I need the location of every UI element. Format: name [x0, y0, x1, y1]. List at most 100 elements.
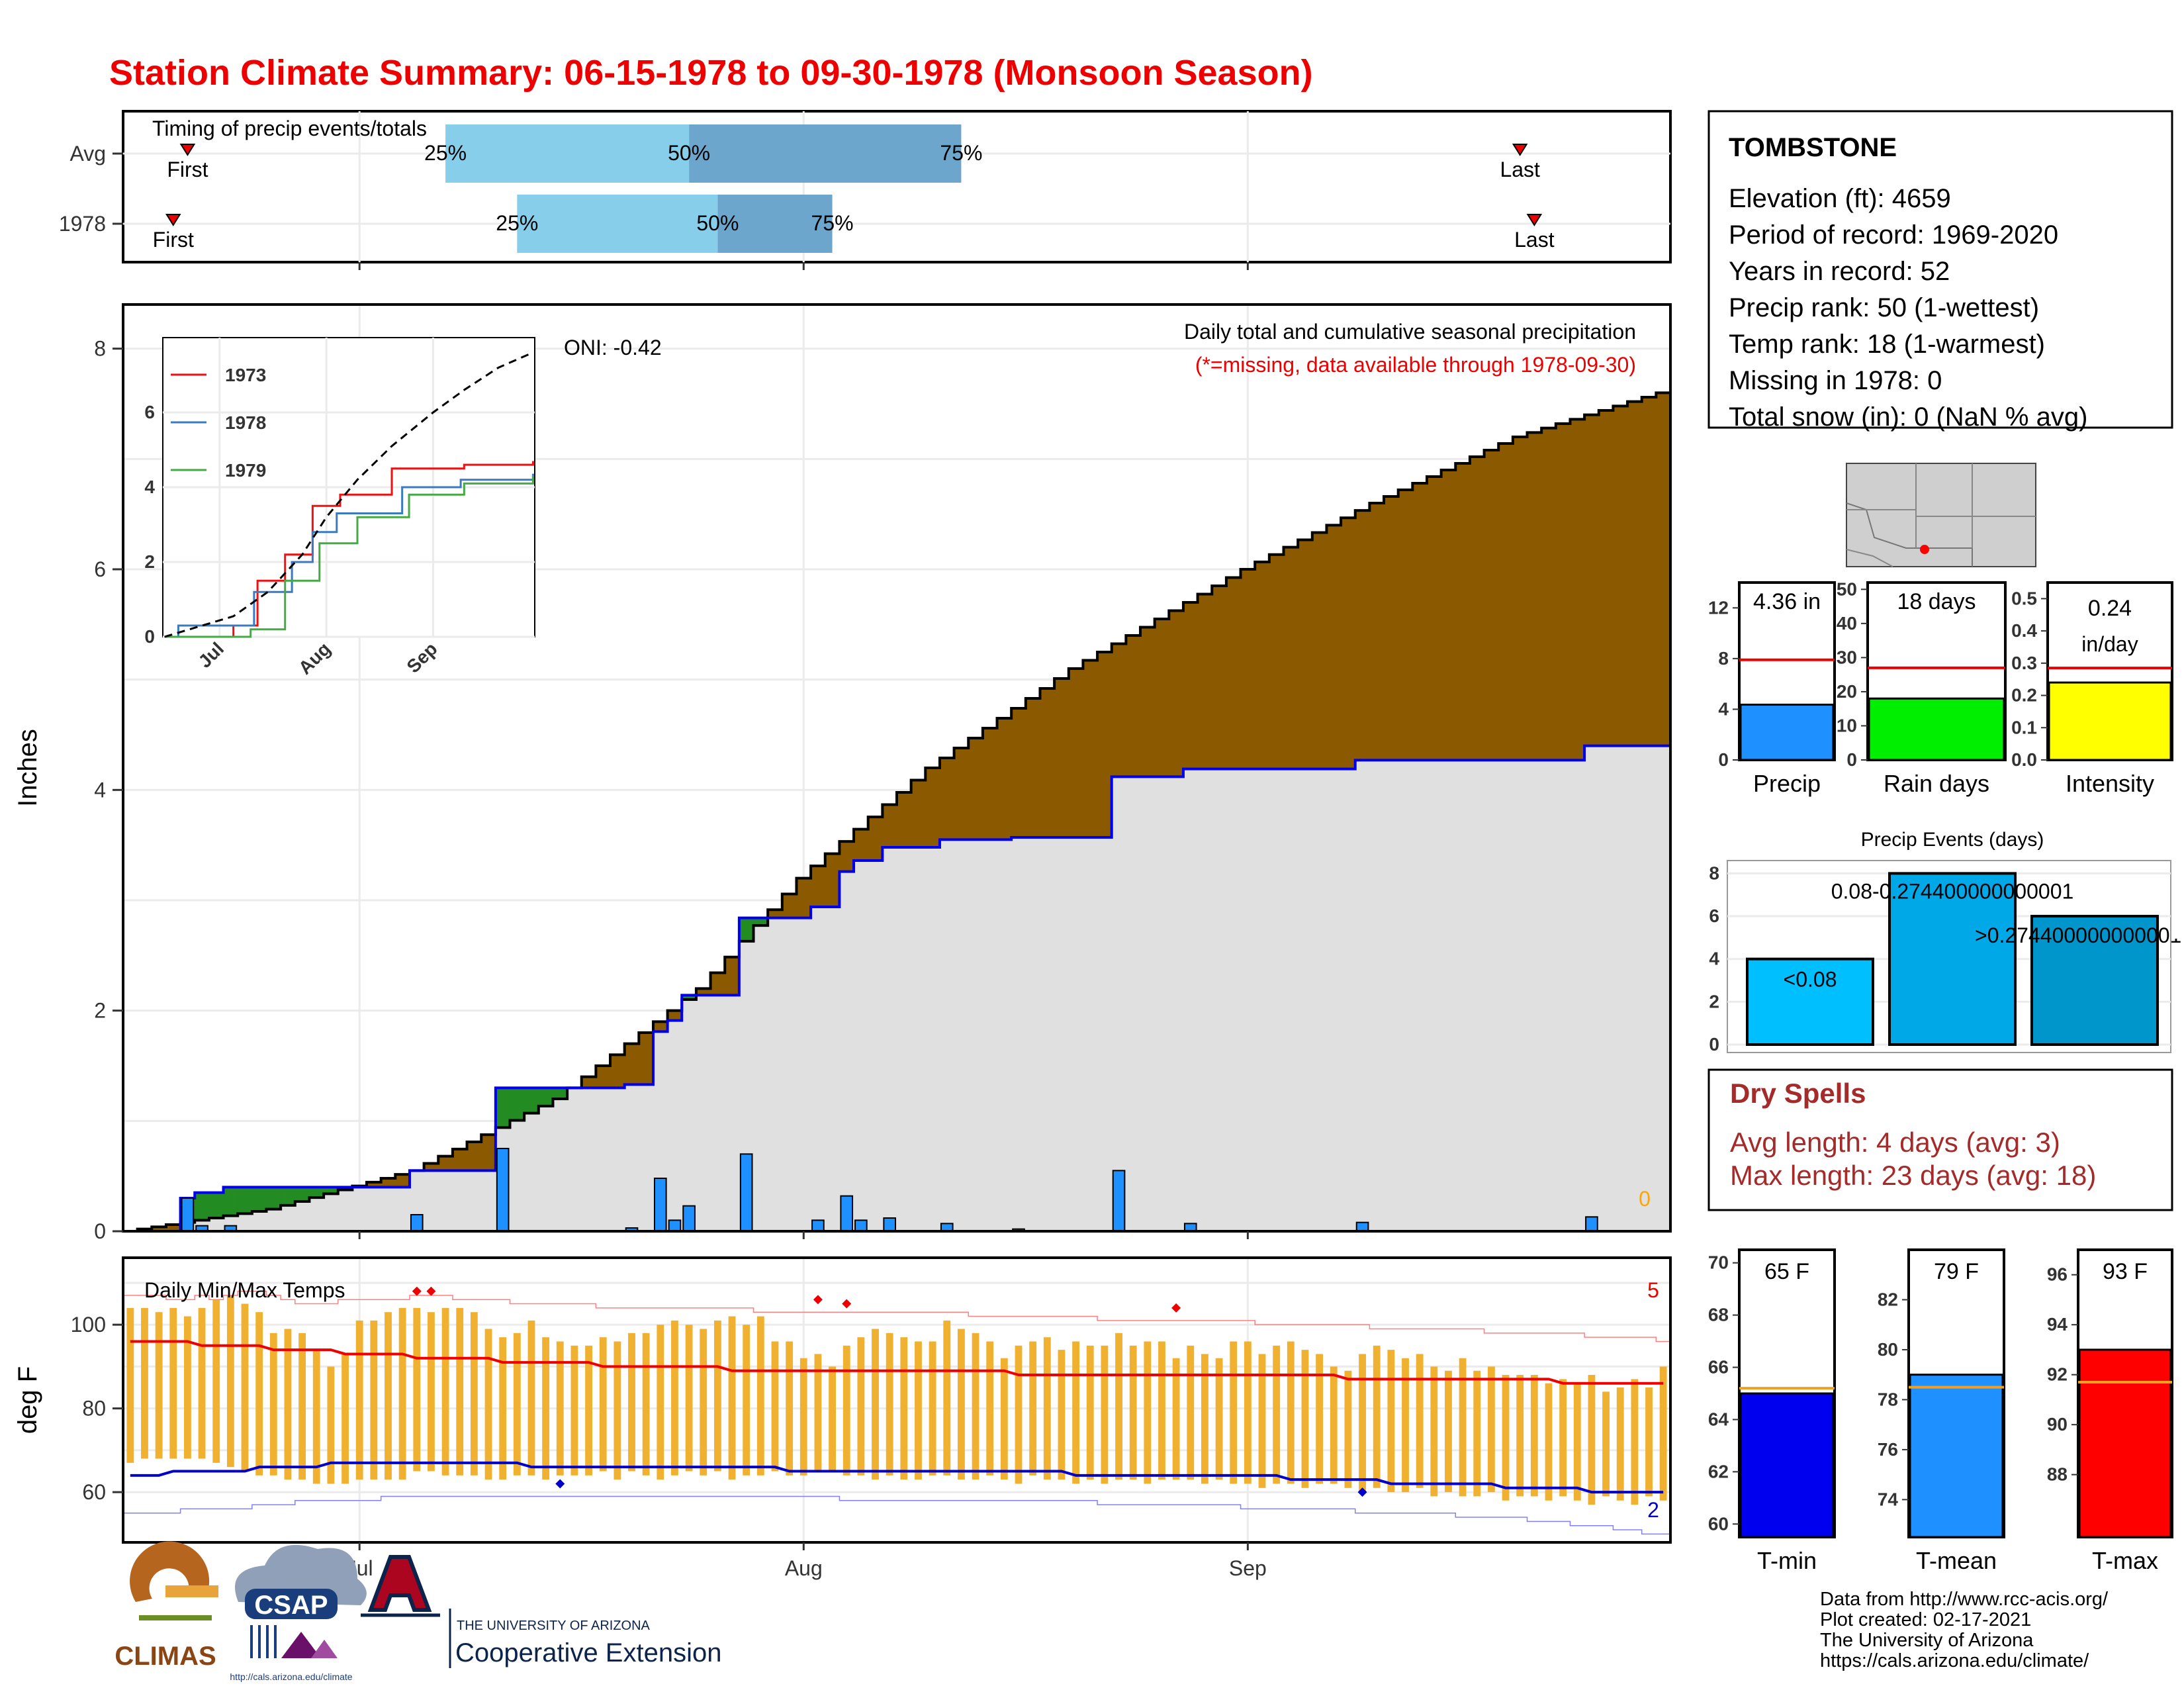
events-tick-label: 2 [1709, 991, 1719, 1011]
precip-events-title: Precip Events (days) [1861, 829, 2044, 851]
month-axis-label: Sep [1229, 1556, 1267, 1580]
above-average-surplus [295, 1187, 310, 1201]
inset-y-tick-label: 6 [144, 402, 155, 422]
temp-bar-tick-label: 70 [1708, 1252, 1729, 1273]
above-average-surplus [739, 917, 754, 941]
daily-precip-bar [811, 1219, 825, 1233]
timing-bar-q50-q75 [689, 124, 962, 183]
mini-bar-rain-days [1868, 697, 2005, 761]
temp-bar-tick-label: 64 [1708, 1409, 1729, 1429]
inset-y-tick-label: 4 [144, 477, 155, 497]
average-min-line [130, 1461, 1664, 1494]
below-average-deficit [1598, 410, 1614, 746]
station-snow: Total snow (in): 0 (NaN % avg) [1729, 402, 2087, 432]
timing-row-label-avg: Avg [69, 142, 106, 165]
daily-temp-range-bar [428, 1312, 435, 1472]
average-max-line [130, 1340, 1664, 1385]
timing-panel-label: Timing of precip events/totals [152, 117, 427, 140]
daily-temp-range-bar [312, 1350, 320, 1484]
daily-temp-range-bar [1373, 1345, 1381, 1488]
below-average-deficit [1369, 503, 1385, 761]
daily-temp-range-bar [1459, 1358, 1467, 1497]
daily-temp-range-bar [857, 1337, 865, 1476]
daily-temp-range-bar [284, 1329, 292, 1480]
below-average-deficit [1341, 518, 1356, 769]
average-cumulative-line [123, 391, 1670, 1233]
below-average-deficit [1054, 679, 1069, 837]
footer-line-data: Data from http://www.rcc-acis.org/ [1820, 1589, 2109, 1610]
below-average-deficit [954, 748, 969, 840]
daily-temp-range-bar [441, 1307, 449, 1476]
mini-bar-precip [1739, 704, 1835, 761]
below-average-deficit [438, 1156, 453, 1171]
daily-temp-range-bar [355, 1320, 363, 1480]
footer-line-url: https://cals.arizona.edu/climate/ [1820, 1650, 2089, 1671]
daily-temp-range-bar [756, 1316, 764, 1476]
daily-temp-range-bar [1244, 1341, 1251, 1484]
dry-spells-max: Max length: 23 days (avg: 18) [1730, 1160, 2096, 1191]
temp-bar-name: T-min [1757, 1547, 1817, 1574]
below-average-deficit [624, 1043, 639, 1085]
precip-y-axis-label: Inches [13, 729, 42, 807]
seasonal-summary-bars: 0 4 8 12 4.36 in Precip 0 10 20 30 40 50 18 days Rain… [1708, 579, 2173, 797]
daily-temp-range-bar [1559, 1379, 1567, 1497]
daily-temp-range-bar [915, 1341, 922, 1480]
below-average-deficit [639, 1033, 654, 1085]
daily-precip-bar [739, 1153, 753, 1233]
daily-temp-range-bar [599, 1337, 607, 1472]
above-average-surplus [338, 1187, 353, 1190]
below-average-deficit [610, 1055, 625, 1088]
below-average-deficit [897, 792, 912, 847]
station-location-marker [1920, 545, 1929, 554]
inset-series-line [164, 476, 534, 638]
daily-temp-range-bar [700, 1329, 707, 1476]
below-average-deficit [1226, 577, 1242, 769]
below-average-deficit [725, 957, 740, 996]
daily-temp-range-bar [556, 1341, 564, 1476]
above-average-surplus [495, 1088, 510, 1128]
daily-temp-range-bar [570, 1345, 578, 1476]
daily-temp-range-bar [1616, 1387, 1624, 1501]
daily-temp-range-bar [1287, 1341, 1295, 1484]
temp-lines [123, 1286, 1670, 1535]
below-average-deficit [925, 768, 940, 847]
daily-temp-range-bar [341, 1354, 349, 1484]
precip-areas [123, 391, 1671, 1233]
below-average-deficit [782, 894, 797, 918]
below-average-deficit [1212, 586, 1227, 769]
record-low-marker [1357, 1487, 1367, 1497]
daily-temp-range-bar [642, 1333, 650, 1476]
csap-logo-url: http://cals.arizona.edu/climate [230, 1671, 352, 1682]
temp-bar-tick-label: 92 [2047, 1364, 2068, 1385]
temp-bar-t-mean [1909, 1374, 2004, 1538]
below-average-deficit [1298, 539, 1313, 769]
below-average-deficit [1269, 554, 1284, 769]
temp-bar-tick-label: 94 [2047, 1314, 2068, 1335]
daily-temp-range-bar [986, 1341, 994, 1476]
below-average-deficit [1469, 457, 1485, 761]
below-average-deficit [911, 780, 926, 847]
daily-temp-range-bar [1445, 1370, 1452, 1493]
mini-bar-tick-label: 40 [1837, 613, 1857, 633]
daily-temp-range-bar [1029, 1341, 1037, 1476]
below-average-deficit [1326, 525, 1342, 769]
below-average-deficit [1541, 428, 1557, 761]
daily-temp-range-bar [141, 1307, 148, 1459]
daily-temp-range-bar [1502, 1375, 1510, 1501]
temp-bar-name: T-max [2092, 1547, 2158, 1574]
below-average-deficit [1441, 470, 1456, 761]
below-average-deficit [997, 718, 1012, 840]
daily-temp-range-bar [1230, 1341, 1238, 1484]
below-average-deficit [653, 1021, 668, 1032]
daily-temp-range-bar [958, 1329, 965, 1480]
below-average-deficit [165, 1225, 181, 1231]
temp-panel-label: Daily Min/Max Temps [144, 1278, 345, 1302]
daily-temp-range-bar [1416, 1354, 1424, 1488]
daily-temp-range-bar [1473, 1370, 1481, 1497]
daily-temp-range-bar [657, 1325, 664, 1480]
daily-temp-range-bar [585, 1345, 592, 1476]
record-low-line [123, 1495, 1670, 1535]
daily-temp-range-bar [126, 1307, 134, 1463]
below-average-deficit [768, 910, 783, 918]
